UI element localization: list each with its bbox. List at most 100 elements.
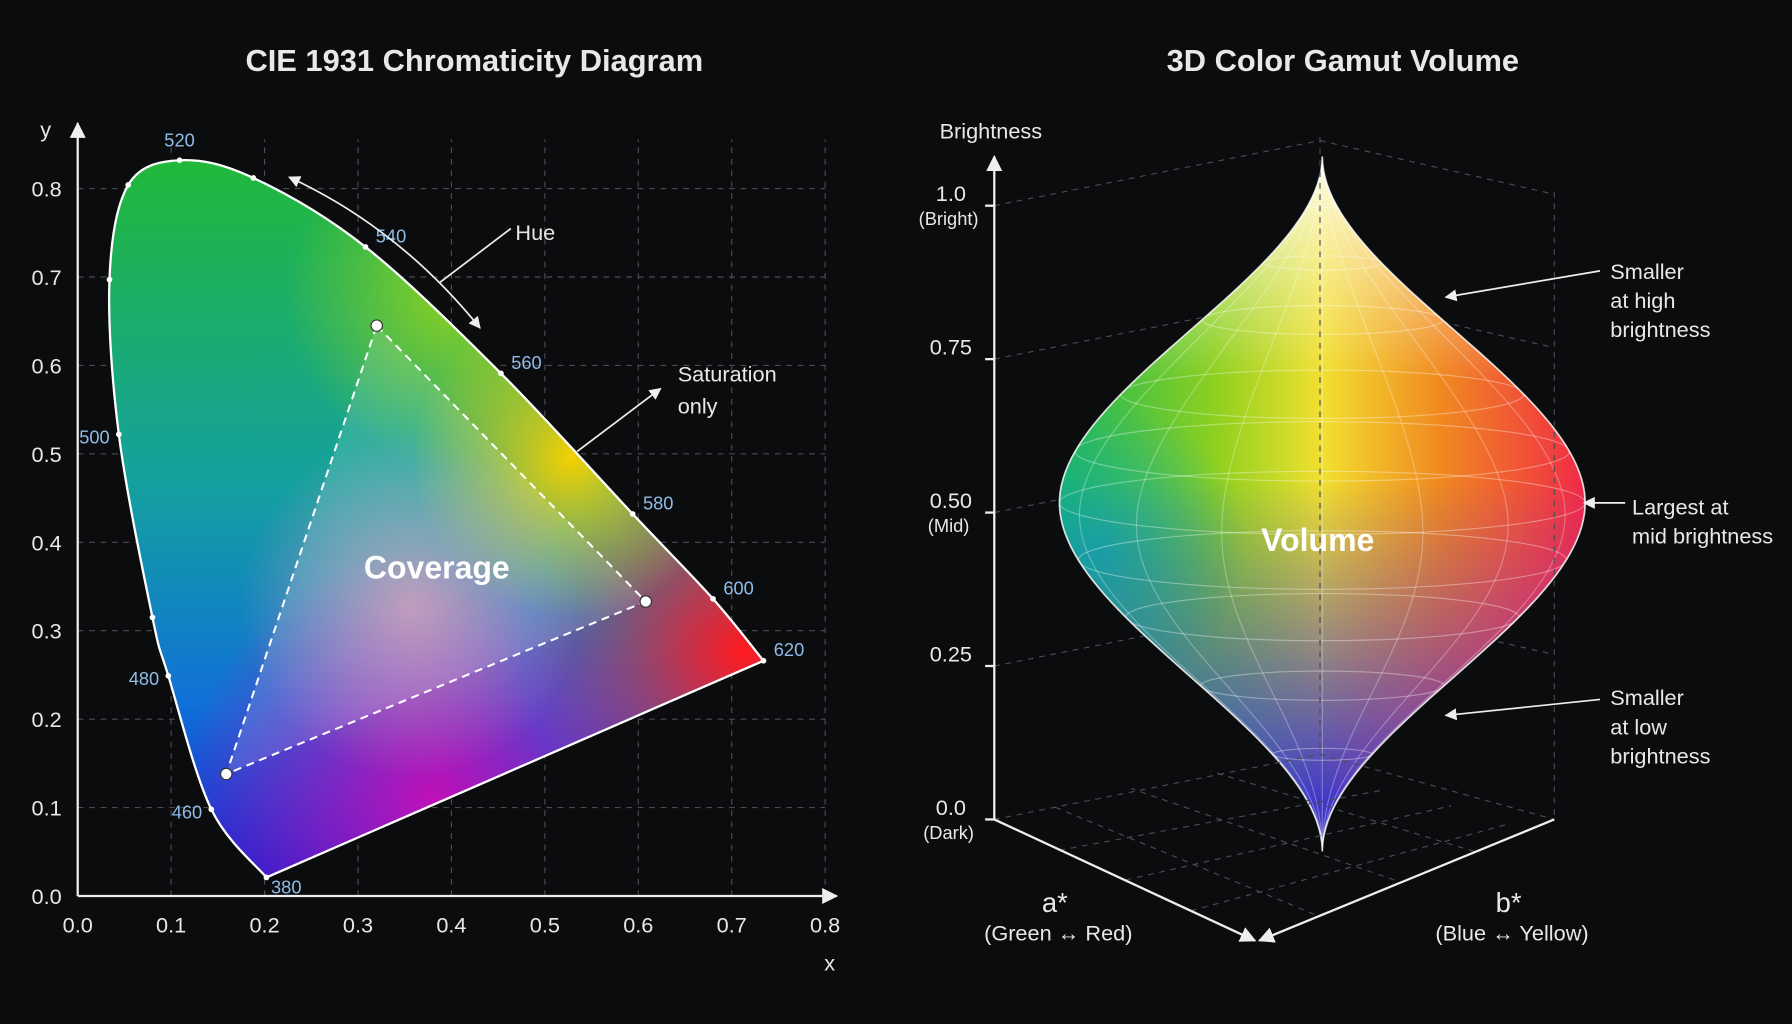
y-axis-label: Brightness [940,118,1043,143]
wavelength-label: 480 [129,668,159,689]
floor-grid [1190,823,1509,912]
x-tick-label: 0.1 [156,913,186,938]
volume-outline [1058,156,1586,852]
gamut-volume-chart: 0.0(Dark) 0.25 0.50(Mid) 0.75 1.0(Bright) Vol… [919,140,1773,852]
y-tick-label: 0.0 [32,884,62,909]
wavelength-label: 500 [79,427,109,448]
y-axis-label: y [40,117,51,142]
y-tick-label: 0.1 [32,796,62,821]
z-axis-note: (Blue ↔ Yellow) [1435,921,1588,946]
x-tick-label: 0.8 [810,913,840,938]
floor-grid [1211,770,1475,852]
y-tick-label: 0.2 [32,707,62,732]
x-tick-label: 0.3 [343,913,373,938]
grid-line [994,140,1321,207]
annotation: Smaller [1610,259,1684,284]
floor-grid [1051,805,1315,915]
annotation: Largest at [1632,494,1729,519]
spectral-locus [107,158,766,879]
locus-point [263,874,270,881]
y-tick-note: (Bright) [919,208,979,229]
wavelength-label: 520 [164,130,194,151]
annotation-arrow [1444,270,1601,302]
y-tick-label: 0.3 [32,619,62,644]
annotation-arrow [1444,698,1601,721]
mesh-meridian [1321,156,1424,852]
y-tick-label: 0.4 [32,530,62,555]
floor-grid [1125,805,1452,881]
gamut-vertex [370,319,383,332]
y-tick-label: 0.6 [32,353,62,378]
mesh-meridian [1221,156,1323,852]
grid-line [1319,140,1555,195]
a-axis [993,818,1257,942]
volume-fill [1059,156,1586,852]
back-edge [1319,753,1555,820]
y-tick-label: 0.50 [930,488,972,513]
saturation-label: Saturation [678,362,777,387]
locus-point [629,511,636,517]
mesh-meridian [1321,156,1509,852]
annotation: brightness [1610,317,1710,342]
locus-point [125,182,132,188]
locus-point [176,157,183,164]
locus-point [710,596,716,602]
wavelength-label: 620 [774,639,804,660]
gamut-triangle [224,323,648,776]
y-tick-label: 0.75 [930,335,972,360]
x-tick-label: 0.6 [623,913,653,938]
gamut-label: Coverage [364,549,510,585]
chart-title: CIE 1931 Chromaticity Diagram [245,43,703,78]
hue-leader [439,227,512,283]
annotation: brightness [1610,743,1710,768]
wavelength-label: 600 [723,577,753,598]
y-tick-label: 0.7 [32,265,62,290]
x-axis-label: a* [1042,887,1068,918]
locus-point [149,614,156,621]
floor-grid [1059,789,1386,851]
back-edge [994,753,1321,820]
z-axis-label: b* [1496,887,1522,918]
locus-point [106,276,113,283]
annotation: mid brightness [1632,523,1773,548]
y-tick-label: 0.8 [32,177,62,202]
y-tick-label: 0.5 [32,442,62,467]
wavelength-label: 380 [271,876,301,897]
floor-grid [1131,788,1395,881]
saturation-arrow [576,387,662,453]
saturation-label: only [678,394,718,419]
y-tick-label: 0.25 [930,641,972,666]
volume-label: Volume [1261,522,1374,558]
annotation: at low [1610,714,1667,739]
chromaticity-chart: 0.0 0.1 0.2 0.3 0.4 0.5 0.6 0.7 0.8 0.0 0.1 0.2 0.3 0… [32,130,841,938]
x-axis-note: (Green ↔ Red) [984,921,1132,946]
y-tick-label: 1.0 [936,181,966,206]
x-tick-label: 0.4 [436,913,466,938]
hue-label: Hue [515,220,555,245]
wavelength-label: 560 [511,352,541,373]
mesh-ring [1059,470,1586,535]
b-axis [1257,818,1555,943]
mesh-meridian [1321,156,1566,852]
x-tick-label: 0.0 [63,913,93,938]
locus-point [362,244,369,250]
wavelength-label: 580 [643,492,673,513]
x-tick-label: 0.7 [717,913,747,938]
x-tick-label: 0.5 [530,913,560,938]
gamut-vertex [219,767,233,781]
locus-point [498,370,504,377]
gamut-vertex [639,595,653,608]
locus-point [165,672,172,679]
annotation: at high [1610,288,1675,313]
locus-point [208,806,215,813]
wavelength-label: 460 [172,801,202,822]
wavelength-label: 540 [376,225,406,246]
chart-title: 3D Color Gamut Volume [1167,43,1519,78]
annotation: Smaller [1610,685,1684,710]
x-axis-label: x [824,950,835,975]
mesh-meridian [1135,156,1323,852]
y-tick-label: 0.0 [936,795,966,820]
x-tick-label: 0.2 [249,913,279,938]
